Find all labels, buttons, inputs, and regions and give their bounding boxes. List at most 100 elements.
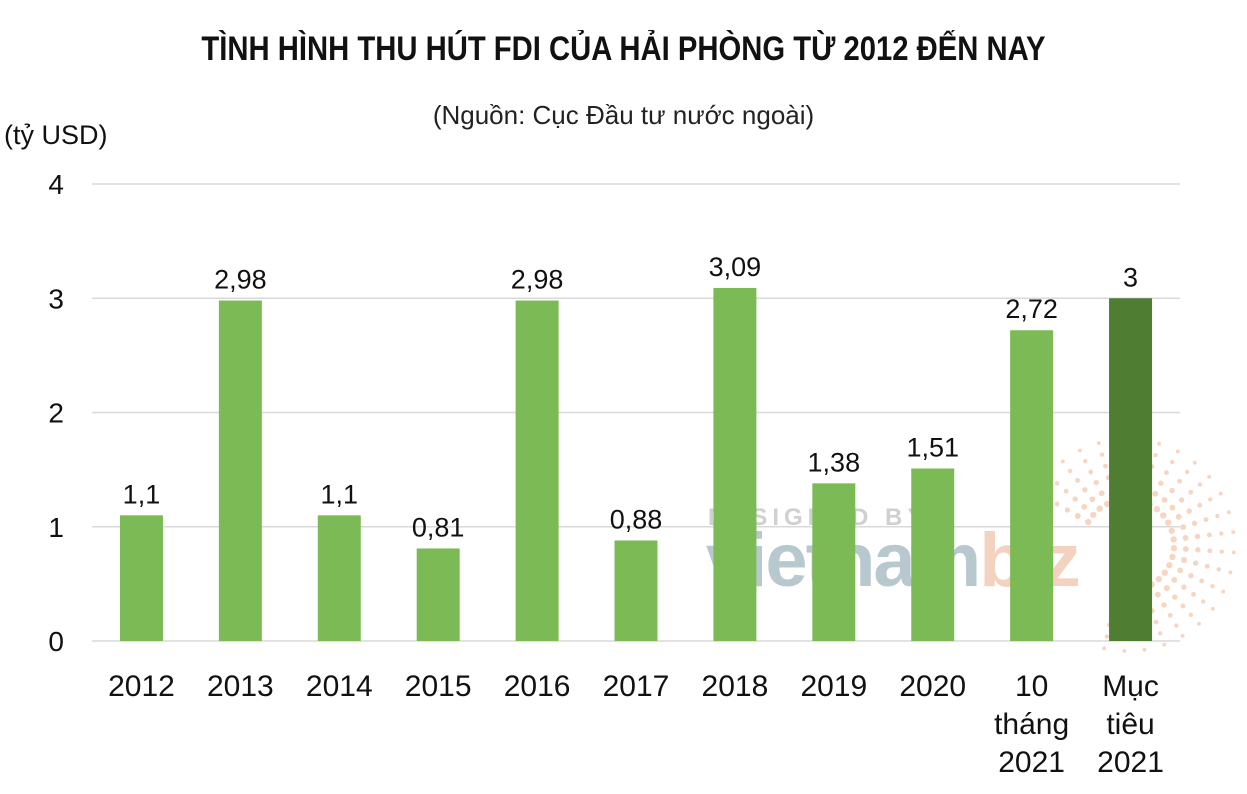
watermark-dot (1172, 594, 1178, 600)
watermark-dot (1180, 633, 1185, 638)
category-label-9: 10 tháng 2021 (994, 670, 1069, 779)
watermark-dot (1219, 549, 1224, 554)
bar-2 (317, 515, 361, 641)
watermark-dot (1165, 519, 1172, 526)
watermark-dot (1210, 606, 1215, 611)
watermark-dot (1169, 487, 1175, 494)
watermark-dot (1090, 511, 1097, 519)
watermark-dot (1054, 501, 1060, 507)
watermark-dot (1194, 533, 1201, 540)
bar-3 (416, 548, 460, 641)
watermark-dot (1182, 546, 1189, 552)
watermark-dot (1169, 504, 1176, 511)
watermark-dot (1099, 452, 1105, 457)
watermark-dot (1207, 474, 1212, 479)
watermark-dot (1122, 648, 1127, 653)
watermark-dot (1191, 591, 1196, 597)
data-label-7: 1,38 (808, 447, 861, 477)
watermark-dot (1175, 513, 1182, 520)
data-label-0: 1,1 (123, 479, 161, 509)
watermark-dot (1177, 567, 1184, 574)
watermark-dot (1064, 507, 1071, 513)
watermark-dot (1161, 602, 1167, 608)
bar-9 (1010, 330, 1054, 641)
watermark-dot (1072, 496, 1078, 502)
watermark-dot (1160, 512, 1167, 519)
watermark-dot (1077, 448, 1082, 453)
watermark-dot (1169, 459, 1175, 465)
watermark-dot (1170, 545, 1178, 552)
y-axis-ticks: 0 1 2 3 4 (48, 169, 64, 657)
bar-0 (119, 515, 163, 641)
category-label-2: 2014 (306, 670, 373, 703)
bar-1 (218, 300, 262, 641)
watermark-dot (1188, 489, 1194, 495)
watermark-dot (1104, 634, 1110, 639)
watermark-dot (1228, 570, 1233, 575)
data-label-5: 0,88 (610, 504, 663, 534)
watermark-dot (1164, 470, 1169, 476)
watermark-dot (1153, 452, 1158, 458)
category-label-4: 2016 (504, 670, 571, 703)
watermark-dot (1192, 460, 1197, 465)
watermark-dot (1054, 481, 1060, 486)
watermark-dot (1196, 621, 1201, 626)
watermark-dot (1096, 505, 1103, 512)
watermark-dot (1157, 441, 1161, 446)
bar-8 (911, 468, 955, 641)
watermark-dot (1067, 468, 1073, 474)
data-label-8: 1,51 (906, 432, 959, 462)
watermark-dot (1210, 584, 1215, 589)
watermark-dot (1226, 510, 1231, 515)
y-axis-unit-label: (tỷ USD) (4, 120, 108, 150)
category-label-6: 2018 (702, 670, 769, 703)
bar-4 (515, 300, 559, 641)
watermark-dot (1180, 603, 1186, 609)
watermark-dot (1103, 500, 1111, 508)
y-tick-label: 1 (48, 512, 64, 543)
watermark-dot (1188, 612, 1194, 618)
watermark-dot (1197, 502, 1203, 508)
watermark-dot (1167, 612, 1173, 618)
watermark-dot (1204, 563, 1210, 569)
bar-7 (812, 483, 856, 641)
watermark-dot (1188, 572, 1194, 579)
watermark-dot (1154, 591, 1161, 598)
watermark-dot (1208, 497, 1213, 502)
bar-5 (614, 540, 658, 641)
y-tick-label: 3 (48, 283, 64, 314)
data-label-2: 1,1 (320, 479, 358, 509)
data-label-9: 2,72 (1005, 294, 1058, 324)
category-label-1: 2013 (207, 670, 274, 703)
watermark-dot (1084, 518, 1092, 526)
watermark-dot (1231, 530, 1236, 535)
watermark-dot (1200, 599, 1206, 604)
watermark-dot (1161, 496, 1168, 503)
watermark-dot (1175, 449, 1180, 454)
watermark-dot (1102, 646, 1107, 651)
y-tick-label: 2 (48, 398, 64, 429)
category-label-7: 2019 (800, 670, 867, 703)
watermark-dot (1180, 524, 1187, 531)
watermark-dot (1075, 477, 1080, 483)
watermark-dot (1203, 517, 1209, 523)
watermark-dot (1231, 550, 1236, 555)
watermark-dot (1153, 619, 1159, 625)
watermark-dot (1215, 513, 1220, 519)
watermark-dot (1216, 567, 1221, 572)
watermark-dot (1170, 536, 1177, 543)
watermark-dot (1098, 490, 1105, 497)
watermark-dot (1182, 534, 1189, 541)
watermark-dot (1163, 585, 1170, 592)
watermark-dot (1157, 631, 1163, 636)
watermark-dot (1081, 503, 1088, 510)
y-tick-label: 0 (48, 626, 64, 657)
watermark-dot (1181, 584, 1187, 590)
watermark-dot (1169, 553, 1176, 561)
watermark-dot (1074, 513, 1081, 519)
bars (119, 287, 1153, 641)
watermark-dot (1219, 531, 1224, 536)
watermark-dot (1184, 469, 1190, 475)
